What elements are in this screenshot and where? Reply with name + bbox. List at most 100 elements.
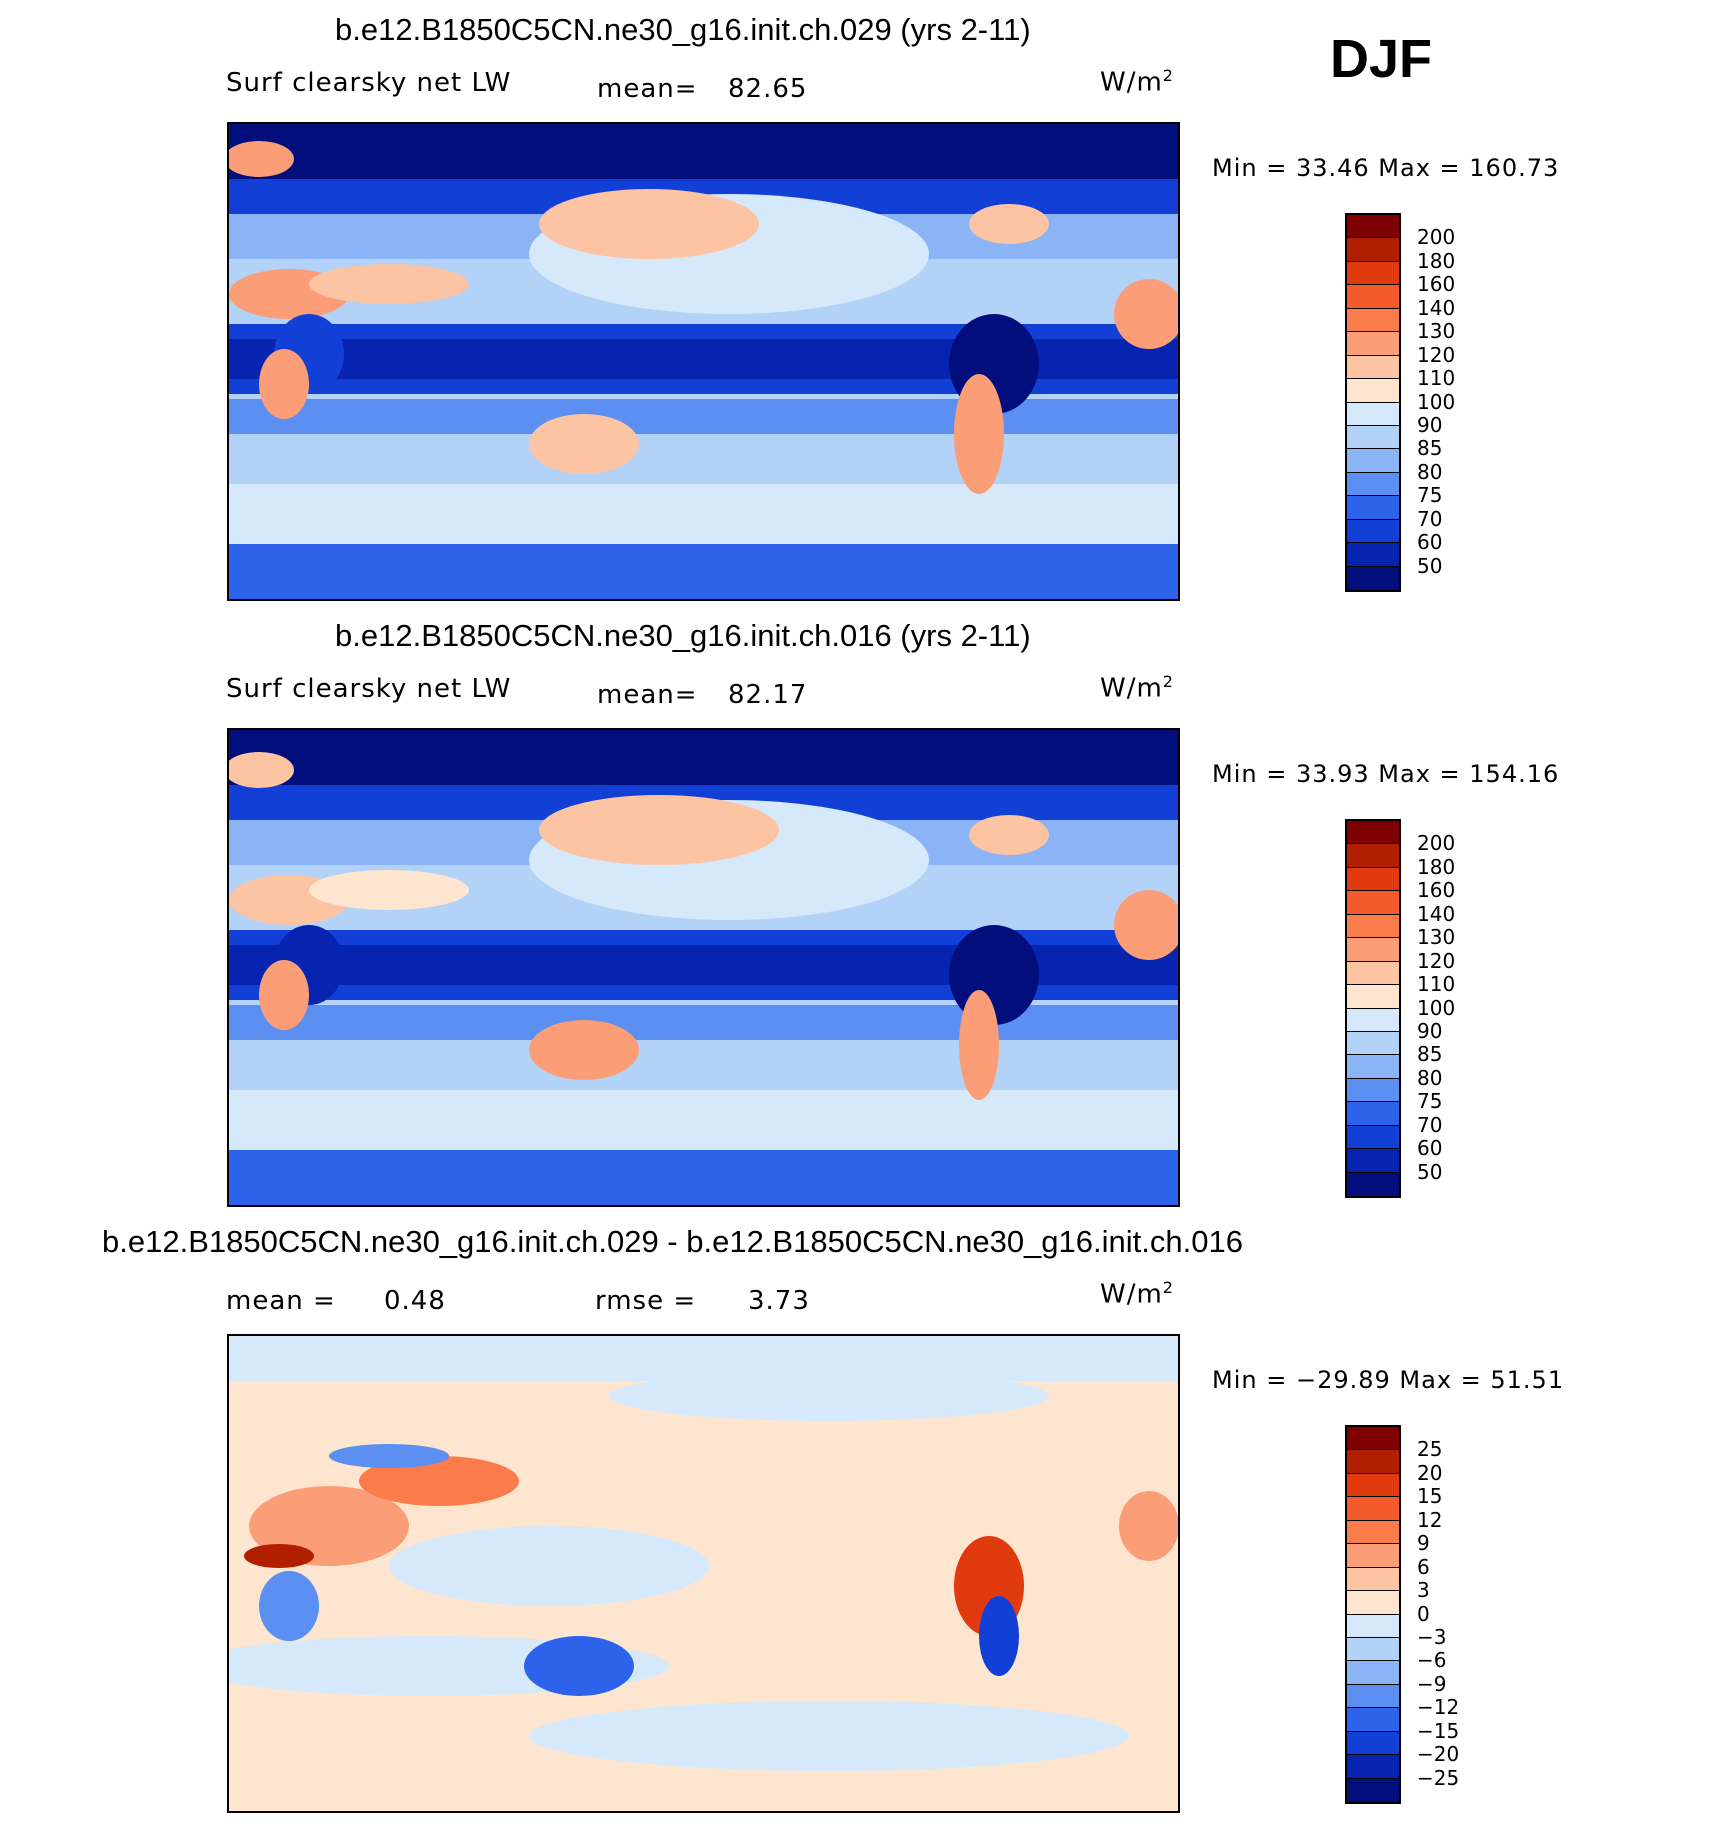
colorbar-tick-label: 160 bbox=[1417, 878, 1456, 903]
panel-3-rmse-value: 3.73 bbox=[748, 1286, 810, 1316]
colorbar-swatch bbox=[1347, 1149, 1399, 1173]
colorbar-tick-label: 75 bbox=[1417, 483, 1443, 508]
colorbar-tick-label: 120 bbox=[1417, 342, 1456, 367]
colorbar-swatch bbox=[1347, 285, 1399, 309]
colorbar-tick-label: −12 bbox=[1417, 1695, 1460, 1720]
colorbar-swatch bbox=[1347, 308, 1399, 333]
colorbar-swatch bbox=[1347, 1708, 1399, 1732]
colorbar-swatch bbox=[1347, 496, 1399, 520]
colorbar-swatch bbox=[1347, 1520, 1399, 1545]
panel-3-rmse-label: rmse = bbox=[595, 1286, 697, 1316]
colorbar-tick-label: 80 bbox=[1417, 1065, 1443, 1090]
colorbar-swatch bbox=[1347, 1497, 1399, 1521]
colorbar-tick-label: 20 bbox=[1417, 1460, 1443, 1485]
colorbar-tick-label: 25 bbox=[1417, 1437, 1443, 1462]
colorbar-tick-label: 140 bbox=[1417, 901, 1456, 926]
colorbar-swatch bbox=[1347, 215, 1399, 239]
colorbar-swatch bbox=[1347, 1450, 1399, 1474]
panel-3-mean-label: mean = bbox=[226, 1286, 336, 1316]
colorbar-swatch bbox=[1347, 1567, 1399, 1592]
colorbar-tick-label: 100 bbox=[1417, 389, 1456, 414]
panel-3-field bbox=[229, 1336, 1178, 1811]
colorbar-swatch bbox=[1347, 1008, 1399, 1032]
colorbar-tick-label: 85 bbox=[1417, 1042, 1443, 1067]
colorbar-tick-label: 12 bbox=[1417, 1507, 1443, 1532]
colorbar-swatch bbox=[1347, 1637, 1399, 1662]
panel-3-title: b.e12.B1850C5CN.ne30_g16.init.ch.029 - b… bbox=[102, 1224, 1243, 1259]
colorbar-swatch bbox=[1347, 1614, 1399, 1638]
colorbar-swatch bbox=[1347, 1778, 1399, 1802]
colorbar-swatch bbox=[1347, 938, 1399, 962]
colorbar-swatch bbox=[1347, 261, 1399, 286]
colorbar-swatch bbox=[1347, 332, 1399, 356]
colorbar-swatch bbox=[1347, 449, 1399, 473]
colorbar-swatch bbox=[1347, 867, 1399, 892]
colorbar-tick-label: 60 bbox=[1417, 1136, 1443, 1161]
colorbar-tick-label: 60 bbox=[1417, 530, 1443, 555]
panel-3-units: W/m2 bbox=[1100, 1278, 1174, 1310]
colorbar-swatch bbox=[1347, 1591, 1399, 1615]
panel-2-title: b.e12.B1850C5CN.ne30_g16.init.ch.016 (yr… bbox=[335, 618, 1031, 653]
colorbar-tick-label: −3 bbox=[1417, 1624, 1447, 1649]
colorbar-tick-label: 80 bbox=[1417, 459, 1443, 484]
panel-1-units: W/m2 bbox=[1100, 66, 1174, 98]
panel-2-map bbox=[227, 728, 1180, 1207]
colorbar-swatch bbox=[1347, 821, 1399, 845]
colorbar-swatch bbox=[1347, 543, 1399, 567]
panel-1-variable: Surf clearsky net LW bbox=[226, 68, 512, 98]
colorbar-swatch bbox=[1347, 1684, 1399, 1709]
colorbar-tick-label: −25 bbox=[1417, 1765, 1460, 1790]
colorbar-tick-label: 200 bbox=[1417, 225, 1456, 250]
panel-2-mean-label: mean= bbox=[597, 680, 698, 710]
colorbar-swatch bbox=[1347, 985, 1399, 1009]
colorbar-tick-label: 180 bbox=[1417, 854, 1456, 879]
panel-1-map bbox=[227, 122, 1180, 601]
colorbar-tick-label: 140 bbox=[1417, 295, 1456, 320]
colorbar-tick-label: 70 bbox=[1417, 1112, 1443, 1137]
panel-1-title: b.e12.B1850C5CN.ne30_g16.init.ch.029 (yr… bbox=[335, 12, 1031, 47]
colorbar-tick-label: 100 bbox=[1417, 995, 1456, 1020]
colorbar-tick-label: 90 bbox=[1417, 1018, 1443, 1043]
colorbar-tick-label: 70 bbox=[1417, 506, 1443, 531]
colorbar-swatch bbox=[1347, 379, 1399, 403]
colorbar-swatch bbox=[1347, 914, 1399, 939]
colorbar-swatch bbox=[1347, 1544, 1399, 1568]
colorbar-swatch bbox=[1347, 355, 1399, 380]
panel-1-mean-value: 82.65 bbox=[728, 74, 808, 104]
colorbar-tick-label: 120 bbox=[1417, 948, 1456, 973]
panel-2-colorbar bbox=[1345, 819, 1401, 1198]
panel-1-minmax: Min = 33.46 Max = 160.73 bbox=[1212, 154, 1560, 182]
colorbar-swatch bbox=[1347, 1055, 1399, 1079]
panel-3-minmax: Min = −29.89 Max = 51.51 bbox=[1212, 1366, 1565, 1394]
colorbar-swatch bbox=[1347, 1755, 1399, 1779]
colorbar-swatch bbox=[1347, 1731, 1399, 1756]
colorbar-swatch bbox=[1347, 891, 1399, 915]
colorbar-swatch bbox=[1347, 1078, 1399, 1103]
colorbar-tick-label: 85 bbox=[1417, 436, 1443, 461]
panel-1-mean-label: mean= bbox=[597, 74, 698, 104]
colorbar-tick-label: −15 bbox=[1417, 1718, 1460, 1743]
panel-1-colorbar bbox=[1345, 213, 1401, 592]
colorbar-tick-label: 15 bbox=[1417, 1484, 1443, 1509]
colorbar-tick-label: 3 bbox=[1417, 1578, 1430, 1603]
colorbar-swatch bbox=[1347, 402, 1399, 426]
colorbar-swatch bbox=[1347, 1473, 1399, 1498]
colorbar-swatch bbox=[1347, 1172, 1399, 1196]
colorbar-tick-label: 200 bbox=[1417, 831, 1456, 856]
colorbar-tick-label: −6 bbox=[1417, 1648, 1447, 1673]
panel-2-variable: Surf clearsky net LW bbox=[226, 674, 512, 704]
panel-2-field bbox=[229, 730, 1178, 1205]
colorbar-tick-label: 90 bbox=[1417, 412, 1443, 437]
colorbar-tick-label: 50 bbox=[1417, 553, 1443, 578]
panel-2-mean-value: 82.17 bbox=[728, 680, 808, 710]
colorbar-tick-label: 6 bbox=[1417, 1554, 1430, 1579]
colorbar-swatch bbox=[1347, 1427, 1399, 1451]
colorbar-tick-label: 110 bbox=[1417, 366, 1456, 391]
panel-1-field bbox=[229, 124, 1178, 599]
colorbar-tick-label: 50 bbox=[1417, 1159, 1443, 1184]
colorbar-swatch bbox=[1347, 1102, 1399, 1126]
panel-3-colorbar bbox=[1345, 1425, 1401, 1804]
panel-2-minmax: Min = 33.93 Max = 154.16 bbox=[1212, 760, 1560, 788]
colorbar-swatch bbox=[1347, 961, 1399, 986]
colorbar-tick-label: 130 bbox=[1417, 319, 1456, 344]
